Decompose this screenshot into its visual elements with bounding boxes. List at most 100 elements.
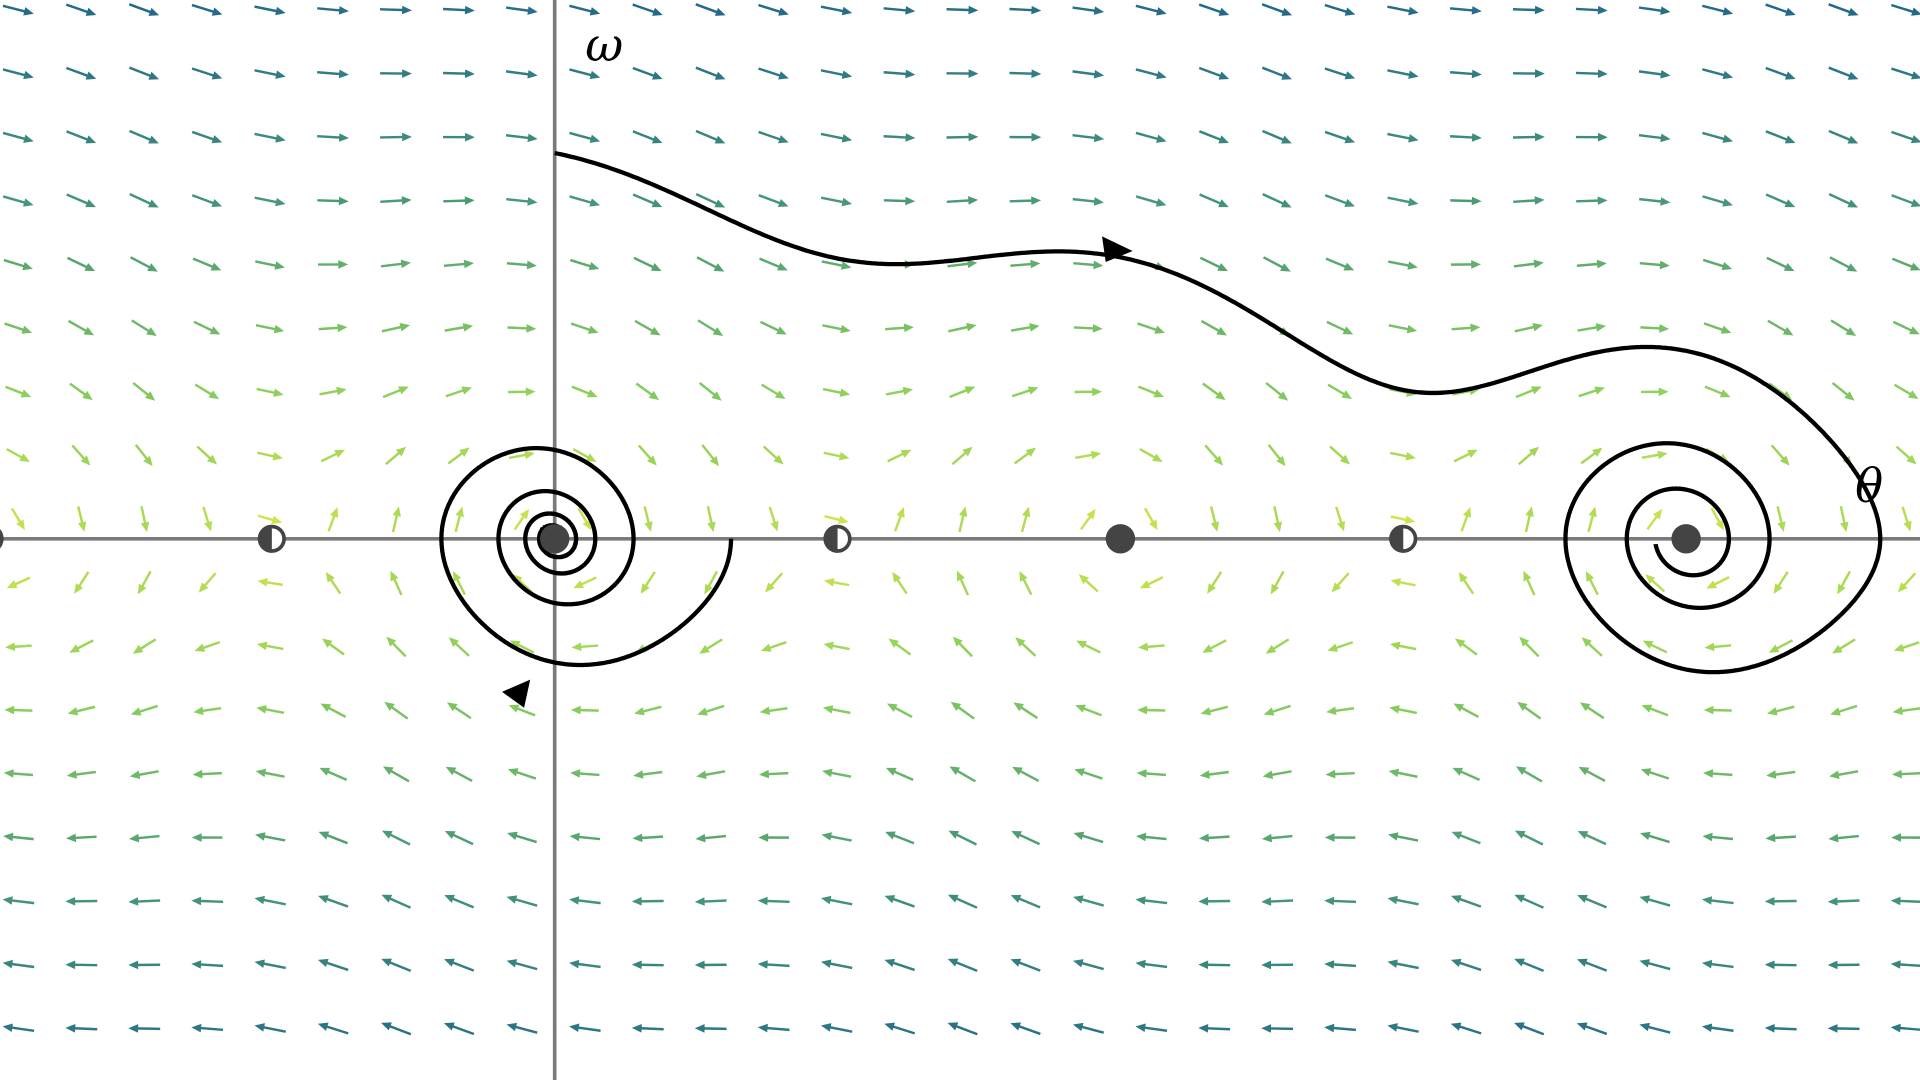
arrow-head — [317, 958, 329, 968]
field-arrow — [569, 832, 601, 842]
arrow-head — [338, 196, 349, 206]
arrow-shaft — [889, 896, 915, 908]
arrow-head — [1704, 642, 1715, 652]
arrow-head — [273, 324, 285, 334]
arrow-head — [129, 770, 141, 779]
field-arrow — [317, 196, 349, 206]
field-arrow — [1324, 67, 1356, 80]
arrow-shaft — [1137, 322, 1160, 333]
arrow-head — [3, 832, 14, 842]
arrow-head — [318, 895, 329, 904]
arrow-head — [147, 199, 159, 208]
arrow-head — [382, 766, 394, 775]
field-arrow — [77, 506, 87, 532]
arrow-shaft — [632, 66, 658, 78]
field-arrow — [381, 322, 411, 333]
field-arrow — [1135, 131, 1167, 143]
arrow-shaft — [442, 7, 469, 12]
arrow-head — [148, 71, 160, 80]
arrow-head — [1452, 767, 1464, 776]
arrow-head — [512, 574, 523, 584]
arrow-head — [1722, 70, 1734, 80]
field-arrow — [1576, 1022, 1608, 1036]
field-arrow — [10, 507, 25, 531]
arrow-head — [1093, 197, 1104, 206]
field-arrow — [3, 832, 34, 842]
field-arrow — [1009, 5, 1042, 15]
field-arrow — [1452, 767, 1481, 782]
arrow-shaft — [1638, 6, 1665, 13]
arrow-head — [1517, 701, 1528, 712]
arrow-head — [1387, 959, 1398, 968]
field-arrow — [1010, 259, 1041, 269]
arrow-head — [77, 521, 87, 532]
arrow-shaft — [1135, 131, 1162, 141]
arrow-shaft — [507, 326, 531, 330]
arrow-head — [1911, 71, 1920, 80]
arrow-head — [709, 455, 720, 467]
arrow-shaft — [758, 67, 784, 78]
arrow-head — [275, 197, 286, 207]
arrow-shaft — [1009, 7, 1036, 12]
arrow-shaft — [1828, 66, 1854, 79]
arrow-head — [1388, 768, 1400, 778]
field-arrow — [443, 196, 475, 205]
field-arrow — [1892, 320, 1920, 335]
field-arrow — [1514, 322, 1544, 333]
arrow-head — [1093, 133, 1105, 143]
arrow-head — [1910, 198, 1920, 207]
field-arrow — [1200, 319, 1227, 336]
arrow-head — [1010, 1022, 1022, 1031]
arrow-head — [569, 832, 580, 842]
arrow-head — [5, 642, 16, 652]
arrow-head — [519, 508, 530, 520]
arrow-head — [1281, 71, 1292, 80]
arrow-head — [256, 705, 267, 714]
field-arrow — [1890, 3, 1920, 16]
arrow-head — [334, 449, 345, 458]
arrow-head — [714, 199, 726, 208]
field-arrow — [1828, 3, 1859, 16]
arrow-head — [1703, 769, 1714, 778]
arrow-head — [1075, 704, 1086, 713]
arrow-shaft — [323, 1024, 349, 1035]
arrow-head — [841, 197, 853, 207]
arrow-head — [1830, 707, 1841, 716]
saddle-point — [823, 524, 852, 553]
field-arrow — [569, 959, 601, 969]
arrow-head — [1783, 263, 1795, 272]
field-arrow — [694, 897, 727, 906]
field-arrow — [1204, 444, 1224, 466]
arrow-head — [713, 263, 725, 272]
field-arrow — [1387, 196, 1419, 207]
arrow-shaft — [826, 961, 853, 970]
field-arrow — [256, 641, 284, 651]
arrow-head — [1339, 454, 1351, 465]
field-arrow — [130, 704, 159, 716]
arrow-head — [839, 388, 851, 397]
arrow-shaft — [955, 704, 975, 720]
arrow-shaft — [1645, 897, 1671, 907]
arrow-shaft — [759, 320, 782, 333]
field-arrow — [1135, 195, 1167, 207]
field-arrow — [254, 895, 286, 906]
arrow-head — [822, 705, 834, 714]
arrow-head — [1514, 894, 1526, 903]
arrow-head — [3, 769, 14, 778]
field-arrow — [1514, 1022, 1545, 1036]
field-arrow — [1517, 446, 1540, 466]
field-arrow — [506, 1022, 538, 1034]
field-arrow — [886, 703, 913, 718]
field-arrow — [191, 130, 223, 144]
field-arrow — [1387, 832, 1419, 842]
field-arrow — [66, 770, 97, 779]
field-arrow — [704, 570, 719, 595]
field-arrow — [1076, 640, 1101, 654]
arrow-head — [509, 640, 521, 649]
arrow-shaft — [1707, 1026, 1734, 1032]
arrow-head — [1660, 70, 1671, 79]
field-arrow — [191, 833, 223, 842]
field-arrow — [1638, 70, 1671, 79]
arrow-head — [1202, 644, 1213, 653]
arrow-head — [527, 70, 538, 79]
